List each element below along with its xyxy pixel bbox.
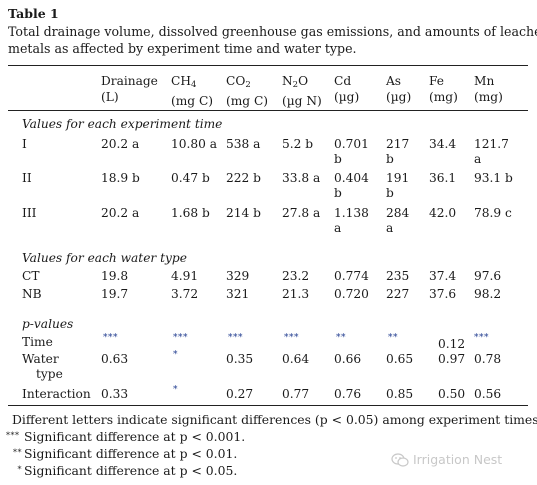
footnote-letters: Different letters indicate significant d… bbox=[12, 412, 537, 427]
row-label: I bbox=[22, 137, 27, 151]
table-top-rule bbox=[8, 65, 528, 66]
table-cell: 34.4 bbox=[429, 137, 457, 151]
table-cell: 0.404 b bbox=[334, 171, 369, 200]
table-cell: 329 bbox=[226, 269, 250, 283]
table-cell: 20.2 a bbox=[101, 137, 140, 151]
caption-line-1: Total drainage volume, dissolved greenho… bbox=[8, 24, 537, 39]
table-cell: 5.2 b bbox=[282, 137, 314, 151]
col-header-cd: Cd (µg) bbox=[334, 74, 360, 104]
table-label: Table 1 bbox=[8, 6, 59, 21]
table-cell: 284 a bbox=[386, 206, 410, 235]
table-cell: 20.2 a bbox=[101, 206, 140, 220]
table-cell: 78.9 c bbox=[474, 206, 512, 220]
table-cell: 0.66 bbox=[334, 352, 362, 366]
table-cell: 4.91 bbox=[171, 269, 199, 283]
section-water-type: Values for each water type bbox=[22, 251, 187, 265]
table-cell: *** bbox=[228, 333, 243, 343]
col-header-mn: Mn (mg) bbox=[474, 74, 503, 104]
table-cell: 0.78 bbox=[474, 352, 502, 366]
table-cell: *** bbox=[284, 333, 299, 343]
table-cell: ** bbox=[336, 333, 346, 343]
table-cell: 1.138 a bbox=[334, 206, 369, 235]
table-cell: * bbox=[173, 385, 178, 395]
table-cell: 0.65 bbox=[386, 352, 414, 366]
table-cell: 1.68 b bbox=[171, 206, 210, 220]
wechat-icon bbox=[391, 453, 409, 467]
table-cell: 23.2 bbox=[282, 269, 310, 283]
watermark-text: Irrigation Nest bbox=[413, 452, 503, 467]
table-cell: 36.1 bbox=[429, 171, 457, 185]
table-cell: 93.1 b bbox=[474, 171, 513, 185]
table-cell: 0.76 bbox=[334, 387, 362, 401]
table-cell: 0.97 bbox=[438, 352, 466, 366]
row-label: Water type bbox=[22, 352, 63, 381]
header-rule bbox=[8, 110, 528, 111]
col-header-fe: Fe (mg) bbox=[429, 74, 458, 104]
table-cell: 98.2 bbox=[474, 287, 502, 301]
row-label: II bbox=[22, 171, 32, 185]
footnote-p01: ** Significant difference at p < 0.01. bbox=[13, 446, 238, 461]
table-cell: 0.47 b bbox=[171, 171, 210, 185]
table-cell: *** bbox=[173, 333, 188, 343]
table-cell: *** bbox=[474, 333, 489, 343]
table-cell: 0.27 bbox=[226, 387, 254, 401]
table-cell: 0.77 bbox=[282, 387, 310, 401]
table-cell: 3.72 bbox=[171, 287, 199, 301]
table-bottom-rule bbox=[8, 405, 528, 406]
table-cell: 217 b bbox=[386, 137, 410, 166]
col-header-co2: CO2 (mg C) bbox=[226, 74, 269, 108]
table-cell: 321 bbox=[226, 287, 250, 301]
table-cell: 0.64 bbox=[282, 352, 310, 366]
table-cell: 10.80 a bbox=[171, 137, 218, 151]
row-label: Interaction bbox=[22, 387, 91, 401]
table-cell: 27.8 a bbox=[282, 206, 321, 220]
table-cell: 0.12 bbox=[438, 337, 466, 351]
table-cell: 19.7 bbox=[101, 287, 129, 301]
table-cell: 0.720 bbox=[334, 287, 369, 301]
table-cell: 538 a bbox=[226, 137, 261, 151]
caption-line-2: metals as affected by experiment time an… bbox=[8, 41, 357, 56]
table-cell: 37.6 bbox=[429, 287, 457, 301]
table-cell: *** bbox=[103, 333, 118, 343]
col-header-n2o: N2O (µg N) bbox=[282, 74, 322, 108]
table-caption: Total drainage volume, dissolved greenho… bbox=[8, 23, 537, 57]
section-experiment-time: Values for each experiment time bbox=[22, 117, 223, 131]
table-cell: 42.0 bbox=[429, 206, 457, 220]
table-cell: 235 bbox=[386, 269, 410, 283]
section-p-values: p-values bbox=[22, 317, 74, 331]
row-label: III bbox=[22, 206, 37, 220]
table-cell: 222 b bbox=[226, 171, 261, 185]
table-cell: 214 b bbox=[226, 206, 261, 220]
footnote-p001: *** Significant difference at p < 0.001. bbox=[6, 429, 246, 444]
table-cell: 19.8 bbox=[101, 269, 129, 283]
table-cell: 0.56 bbox=[474, 387, 502, 401]
table-cell: 0.701 b bbox=[334, 137, 369, 166]
table-cell: 0.50 bbox=[438, 387, 466, 401]
table-cell: 0.63 bbox=[101, 352, 129, 366]
table-cell: 21.3 bbox=[282, 287, 310, 301]
table-cell: 33.8 a bbox=[282, 171, 321, 185]
row-label: CT bbox=[22, 269, 40, 283]
table-cell: ** bbox=[388, 333, 398, 343]
table-cell: 121.7 a bbox=[474, 137, 509, 166]
table-cell: 0.33 bbox=[101, 387, 129, 401]
footnote-p05: * Significant difference at p < 0.05. bbox=[17, 463, 238, 478]
table-cell: 191 b bbox=[386, 171, 410, 200]
table-cell: 0.35 bbox=[226, 352, 254, 366]
table-cell: 97.6 bbox=[474, 269, 502, 283]
table-cell: * bbox=[173, 350, 178, 360]
col-header-drainage: Drainage (L) bbox=[101, 74, 158, 104]
table-cell: 37.4 bbox=[429, 269, 457, 283]
table-cell: 0.774 bbox=[334, 269, 369, 283]
col-header-as: As (µg) bbox=[386, 74, 412, 104]
table-cell: 0.85 bbox=[386, 387, 414, 401]
table-cell: 227 bbox=[386, 287, 410, 301]
table-cell: 18.9 b bbox=[101, 171, 140, 185]
row-label: Time bbox=[22, 335, 53, 349]
row-label: NB bbox=[22, 287, 42, 301]
col-header-ch4: CH4 (mg C) bbox=[171, 74, 214, 108]
